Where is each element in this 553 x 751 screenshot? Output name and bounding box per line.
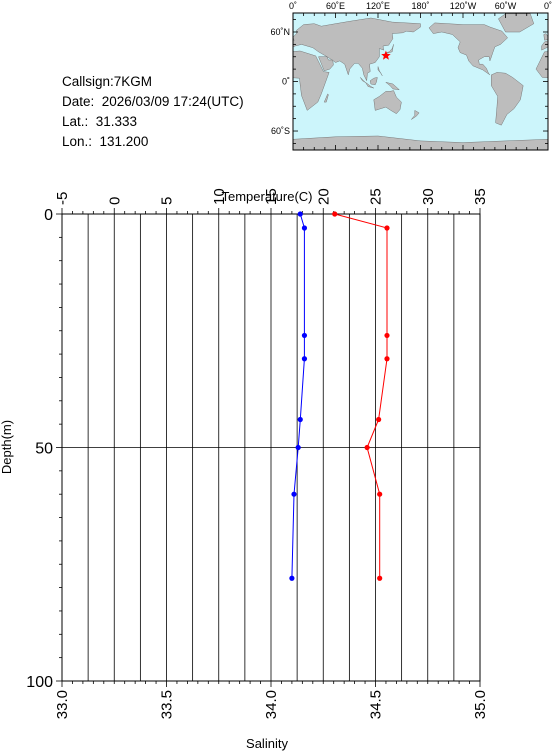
salinity-axis: 33.0 33.5 34.0 34.5 35.0 xyxy=(54,681,489,719)
depth-axis-title: Depth(m) xyxy=(0,420,14,474)
land-europe-asia-wrap xyxy=(541,36,548,51)
temperature-point xyxy=(384,356,390,362)
salinity-point xyxy=(289,575,295,581)
station-star xyxy=(381,50,391,60)
latitude-text: Lat.: 31.333 xyxy=(62,114,138,129)
depth-tick-label: 0 xyxy=(44,207,53,224)
depth-axis: 0 50 100 xyxy=(26,207,62,691)
map-longitude-label: 0˚ xyxy=(289,1,297,11)
map-latitude-label: 60˚S xyxy=(271,126,290,136)
temperature-axis-title: Temperature(C) xyxy=(221,189,312,204)
depth-tick-label: 100 xyxy=(26,674,53,691)
salinity-point xyxy=(301,332,308,339)
land-japan xyxy=(384,44,394,56)
land-antarctica xyxy=(293,135,548,150)
map-longitude-label: 180˚ xyxy=(411,1,429,11)
temperature-tick-label: 15 xyxy=(263,188,280,205)
longitude-text: Lon.: 131.200 xyxy=(62,134,149,149)
map-longitude-label: 120˚W xyxy=(450,1,477,11)
profile-plot: -5 0 5 10 15 20 25 30 35 33.0 33.5 34.0 34.5 35.0 05… xyxy=(0,188,489,751)
salinity-tick-label: 35.0 xyxy=(472,690,489,719)
temperature-axis: -5 0 5 10 15 20 25 30 35 xyxy=(54,188,489,214)
temperature-line xyxy=(334,213,388,579)
land-north-america xyxy=(428,22,508,76)
land-new-guinea xyxy=(385,82,401,91)
salinity-tick-label: 34.0 xyxy=(263,690,280,719)
salinity-point xyxy=(297,416,303,423)
salinity-point xyxy=(301,225,308,231)
map-longitude-label: 0˚ xyxy=(544,1,552,11)
land-greenland xyxy=(498,13,535,33)
callsign-text: Callsign:7KGM xyxy=(62,74,153,89)
salinity-point xyxy=(301,356,308,362)
temperature-tick-label: 0 xyxy=(106,197,123,205)
land-south-america xyxy=(491,72,524,126)
temperature-tick-label: 35 xyxy=(472,188,489,205)
map-land xyxy=(293,13,548,150)
plot-grid xyxy=(62,214,480,681)
series-group xyxy=(289,211,390,581)
map-latitude-label: 0˚ xyxy=(282,77,290,87)
salinity-point xyxy=(297,211,303,217)
temperature-point xyxy=(377,575,383,581)
temperature-tick-label: 30 xyxy=(420,188,437,205)
salinity-axis-title: Salinity xyxy=(246,736,288,751)
temperature-tick-label: -5 xyxy=(54,192,71,205)
salinity-tick-label: 33.5 xyxy=(159,690,176,719)
land-africa xyxy=(293,50,330,111)
land-new-zealand xyxy=(411,109,420,120)
temperature-tick-label: 20 xyxy=(315,188,332,205)
land-borneo xyxy=(369,77,378,86)
temperature-tick-label: 5 xyxy=(159,197,176,205)
world-map: 0˚ 60˚E 120˚E 180˚ 120˚W 60˚W 0˚ 60˚N 0˚ 60˚S xyxy=(270,1,552,151)
land-arabia xyxy=(318,56,334,72)
map-longitude-labels: 0˚ 60˚E 120˚E 180˚ 120˚W 60˚W 0˚ xyxy=(289,1,552,11)
temperature-tick-label: 10 xyxy=(211,188,228,205)
temperature-point xyxy=(332,211,338,217)
land-australia xyxy=(373,90,402,115)
map-latitude-label: 60˚N xyxy=(270,27,290,37)
salinity-point xyxy=(295,444,301,451)
land-europe-asia xyxy=(293,17,421,82)
land-philippines xyxy=(377,66,383,76)
salinity-tick-label: 34.5 xyxy=(368,690,385,719)
map-longitude-label: 60˚E xyxy=(326,1,345,11)
station-marker-icon xyxy=(381,50,391,60)
land-sumatra-java xyxy=(360,77,374,89)
temperature-tick-label: 25 xyxy=(368,188,385,205)
temperature-point xyxy=(376,416,382,423)
map-latitude-labels: 60˚N 0˚ 60˚S xyxy=(270,27,290,136)
map-frame xyxy=(292,12,549,151)
date-text: Date: 2026/03/09 17:24(UTC) xyxy=(62,94,244,109)
land-britain-wrap xyxy=(543,33,548,41)
temperature-point xyxy=(377,491,383,497)
temperature-point xyxy=(384,225,390,231)
depth-tick-label: 50 xyxy=(35,441,53,458)
salinity-line xyxy=(291,213,305,579)
map-longitude-label: 60˚W xyxy=(495,1,517,11)
land-madagascar xyxy=(323,93,329,103)
temperature-point xyxy=(384,332,390,339)
salinity-point xyxy=(291,491,297,497)
salinity-tick-label: 33.0 xyxy=(54,690,71,719)
land-africa-wrap xyxy=(535,51,548,79)
temperature-point xyxy=(364,444,370,451)
map-longitude-label: 120˚E xyxy=(366,1,390,11)
